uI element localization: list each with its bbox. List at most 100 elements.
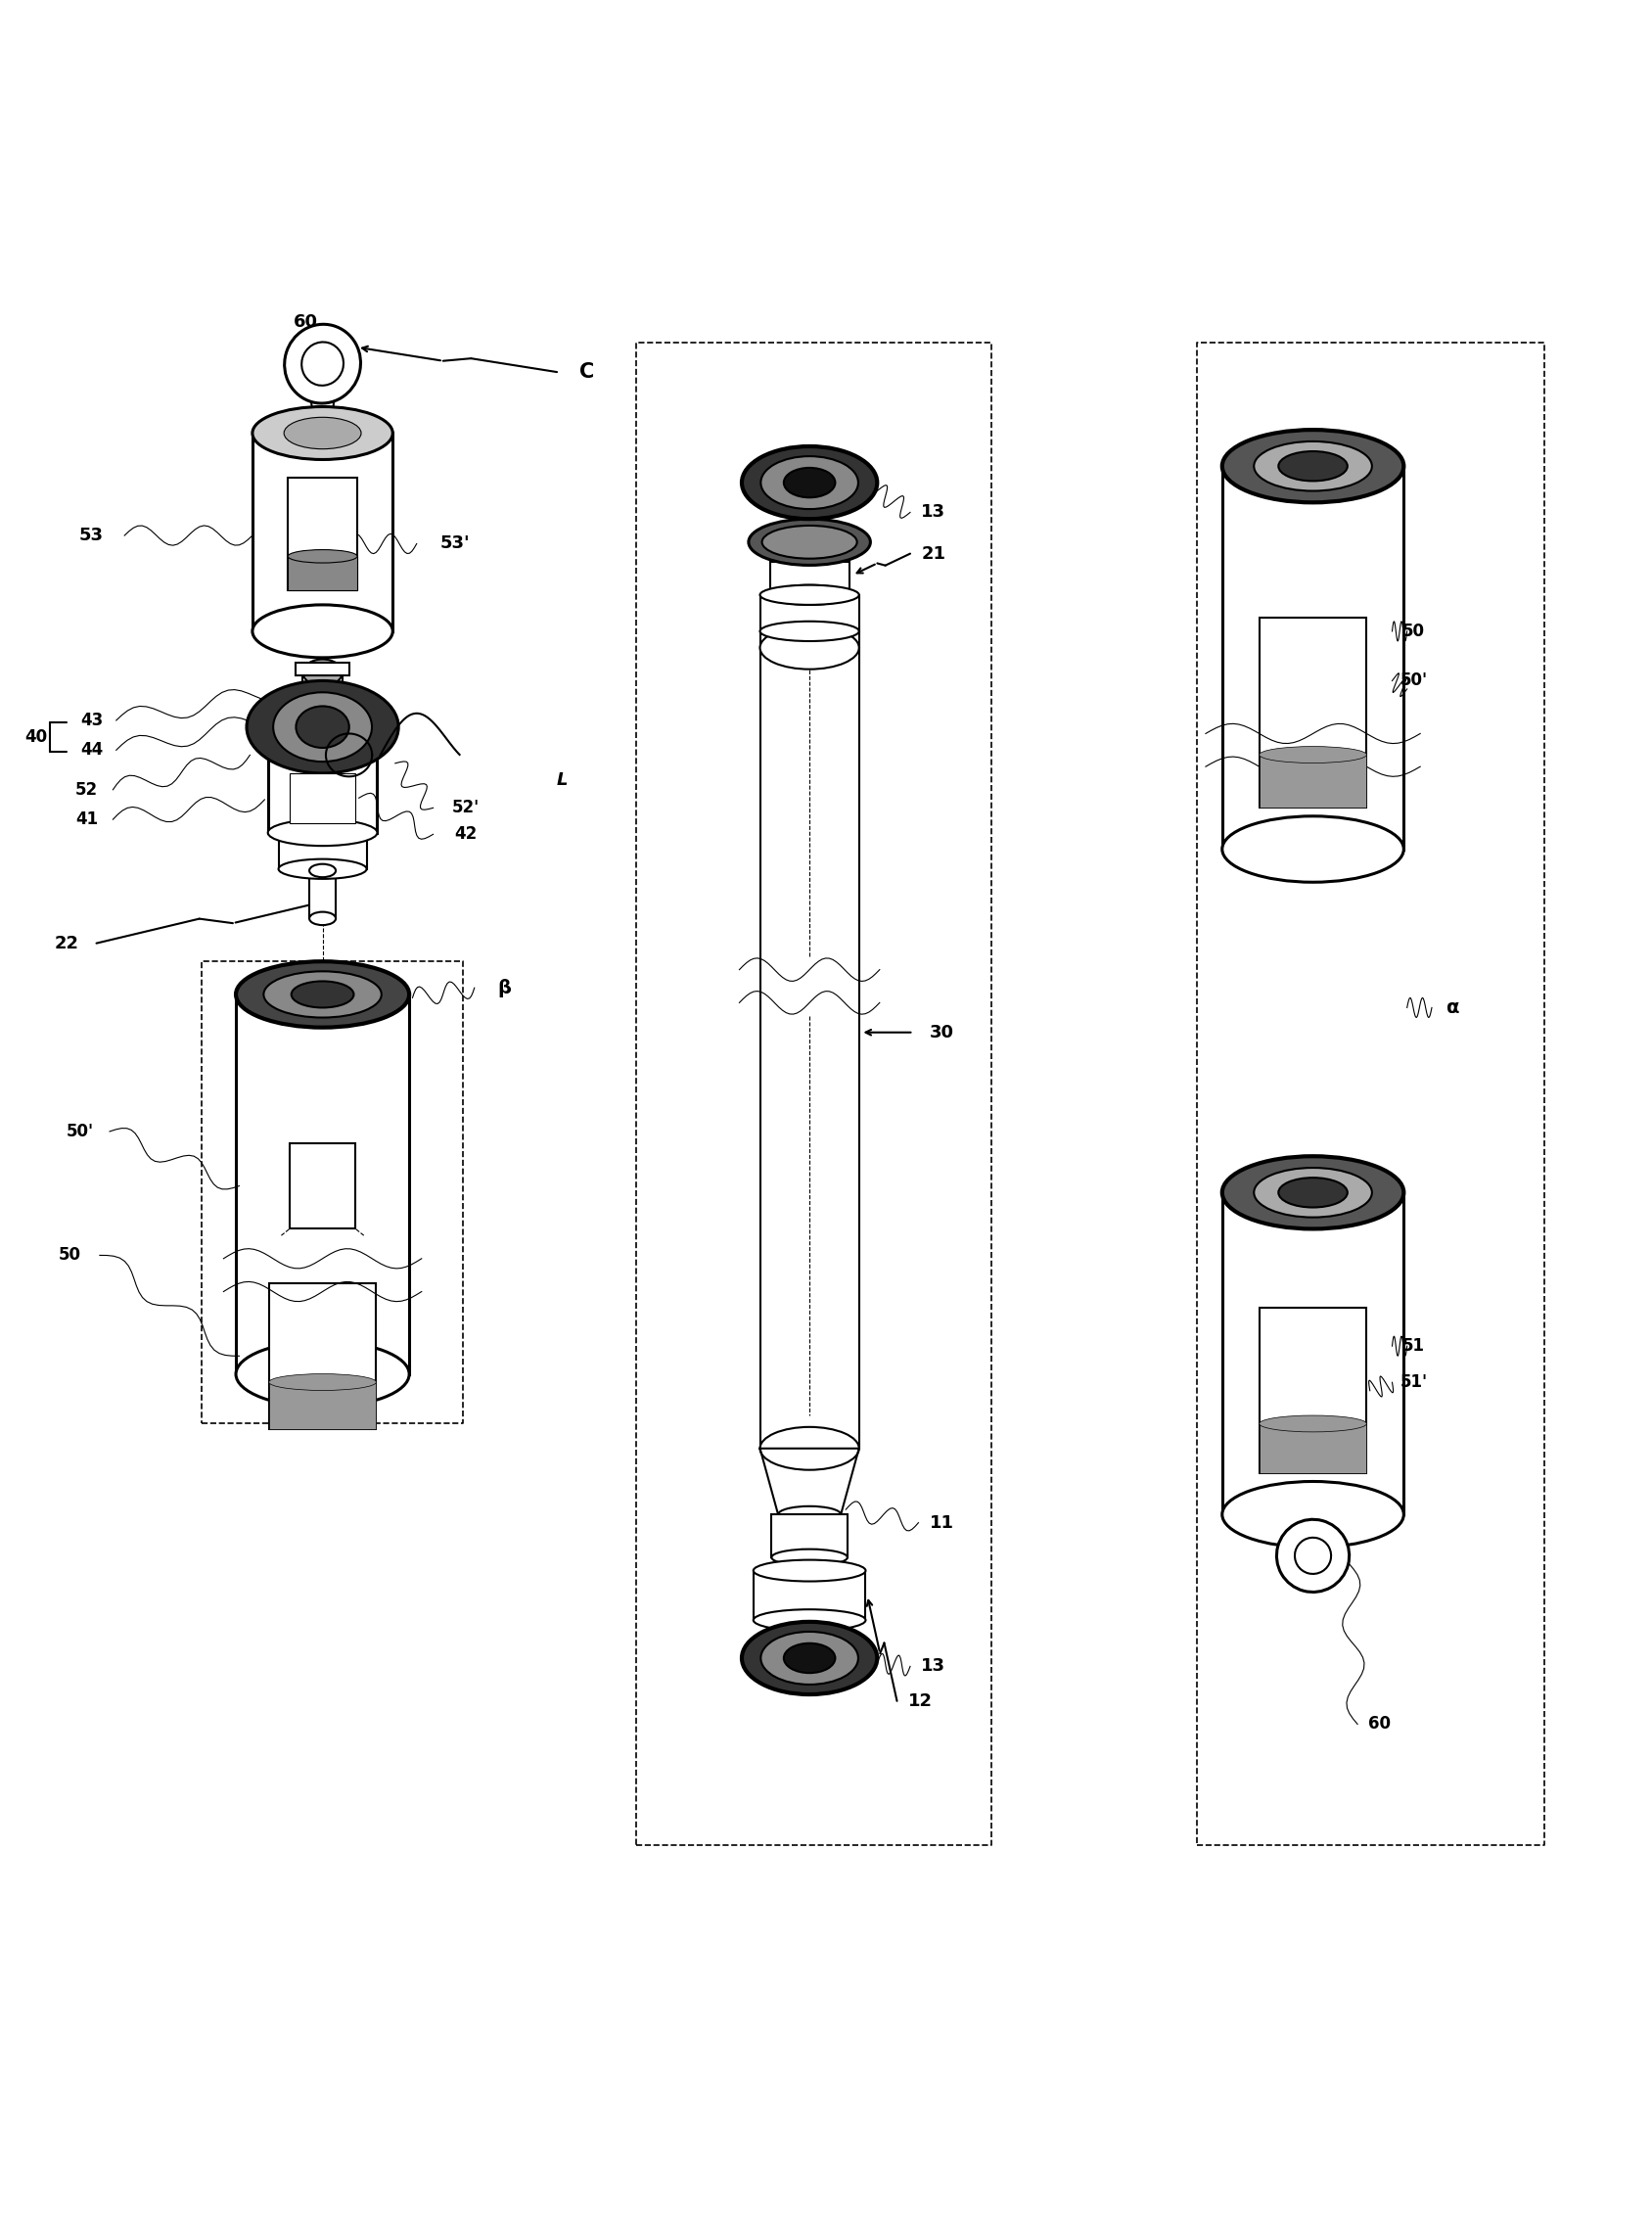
Ellipse shape [1222,431,1404,502]
Bar [1259,617,1366,808]
Ellipse shape [253,406,393,460]
Bar [1222,1192,1404,1514]
Ellipse shape [742,446,877,519]
Text: 41: 41 [76,810,97,828]
Ellipse shape [309,864,335,877]
Ellipse shape [778,1505,841,1523]
Ellipse shape [296,706,349,748]
Ellipse shape [783,1643,836,1674]
Bar [289,773,355,824]
Bar [1259,1308,1366,1474]
Text: α: α [1447,999,1460,1017]
Text: 50': 50' [66,1123,94,1141]
Ellipse shape [284,324,360,404]
Text: 60: 60 [1368,1716,1391,1734]
Ellipse shape [760,626,859,668]
Ellipse shape [753,1561,866,1581]
Ellipse shape [1259,1416,1366,1432]
Bar [236,995,410,1374]
Text: 43: 43 [79,713,102,728]
Text: 60: 60 [294,313,319,331]
Text: 21: 21 [922,544,945,562]
Text: 53: 53 [79,526,104,544]
Ellipse shape [302,659,342,686]
Bar [771,1514,847,1558]
Text: 22: 22 [55,935,79,952]
Text: 13: 13 [922,1658,945,1676]
Text: 53': 53' [439,535,469,553]
Bar [269,1383,377,1430]
Ellipse shape [1259,746,1366,764]
Ellipse shape [264,972,382,1017]
Text: 40: 40 [25,728,46,746]
Ellipse shape [753,1610,866,1632]
Ellipse shape [284,417,362,448]
Ellipse shape [291,981,354,1008]
Ellipse shape [279,859,367,879]
Bar [1259,1423,1366,1474]
Ellipse shape [760,1427,859,1470]
Text: 50': 50' [1399,673,1427,690]
Text: 52: 52 [76,781,97,799]
Bar [302,673,342,730]
Text: 13: 13 [922,504,945,522]
Ellipse shape [762,526,857,559]
Bar [253,433,393,630]
Bar [760,595,859,630]
Bar [287,477,357,591]
Text: β: β [497,979,510,997]
Text: 30: 30 [930,1023,953,1041]
Ellipse shape [1295,1538,1332,1574]
Ellipse shape [287,551,357,564]
Bar [1222,466,1404,850]
Ellipse shape [302,342,344,386]
Ellipse shape [760,586,859,604]
Ellipse shape [1279,1177,1348,1208]
Text: 11: 11 [930,1514,953,1532]
Ellipse shape [1279,451,1348,482]
Ellipse shape [1222,1157,1404,1230]
Ellipse shape [302,717,342,744]
Bar [279,832,367,868]
Text: 42: 42 [454,826,477,844]
Text: 44: 44 [79,741,102,759]
Text: 51: 51 [1403,1336,1426,1354]
Bar [296,662,350,675]
Ellipse shape [742,1623,877,1694]
Ellipse shape [771,1550,847,1565]
Ellipse shape [1222,1481,1404,1547]
Ellipse shape [268,819,377,846]
Ellipse shape [762,1632,859,1685]
Text: 51': 51' [1399,1374,1427,1392]
Ellipse shape [246,682,398,773]
Bar [309,870,335,919]
Text: 50: 50 [1403,622,1426,639]
Polygon shape [760,1447,859,1514]
Ellipse shape [760,622,859,642]
Bar [268,726,377,832]
Ellipse shape [748,519,871,566]
Bar [1259,755,1366,808]
Text: 52': 52' [453,799,481,817]
Text: C: C [580,362,595,382]
Text: L: L [557,770,568,788]
Ellipse shape [770,586,849,604]
Bar [760,648,859,1447]
Ellipse shape [1254,1168,1371,1217]
Ellipse shape [1277,1518,1350,1592]
Bar [289,1143,355,1230]
Ellipse shape [269,1374,377,1390]
Bar [269,1283,377,1430]
Text: 12: 12 [909,1692,932,1709]
Ellipse shape [309,912,335,926]
Bar [287,557,357,591]
Ellipse shape [1222,817,1404,881]
Bar [770,562,849,595]
Ellipse shape [253,604,393,657]
Ellipse shape [762,457,859,508]
Ellipse shape [783,468,836,497]
Text: 50: 50 [59,1245,81,1263]
Ellipse shape [236,1341,410,1407]
Bar [753,1570,866,1621]
Ellipse shape [273,693,372,761]
